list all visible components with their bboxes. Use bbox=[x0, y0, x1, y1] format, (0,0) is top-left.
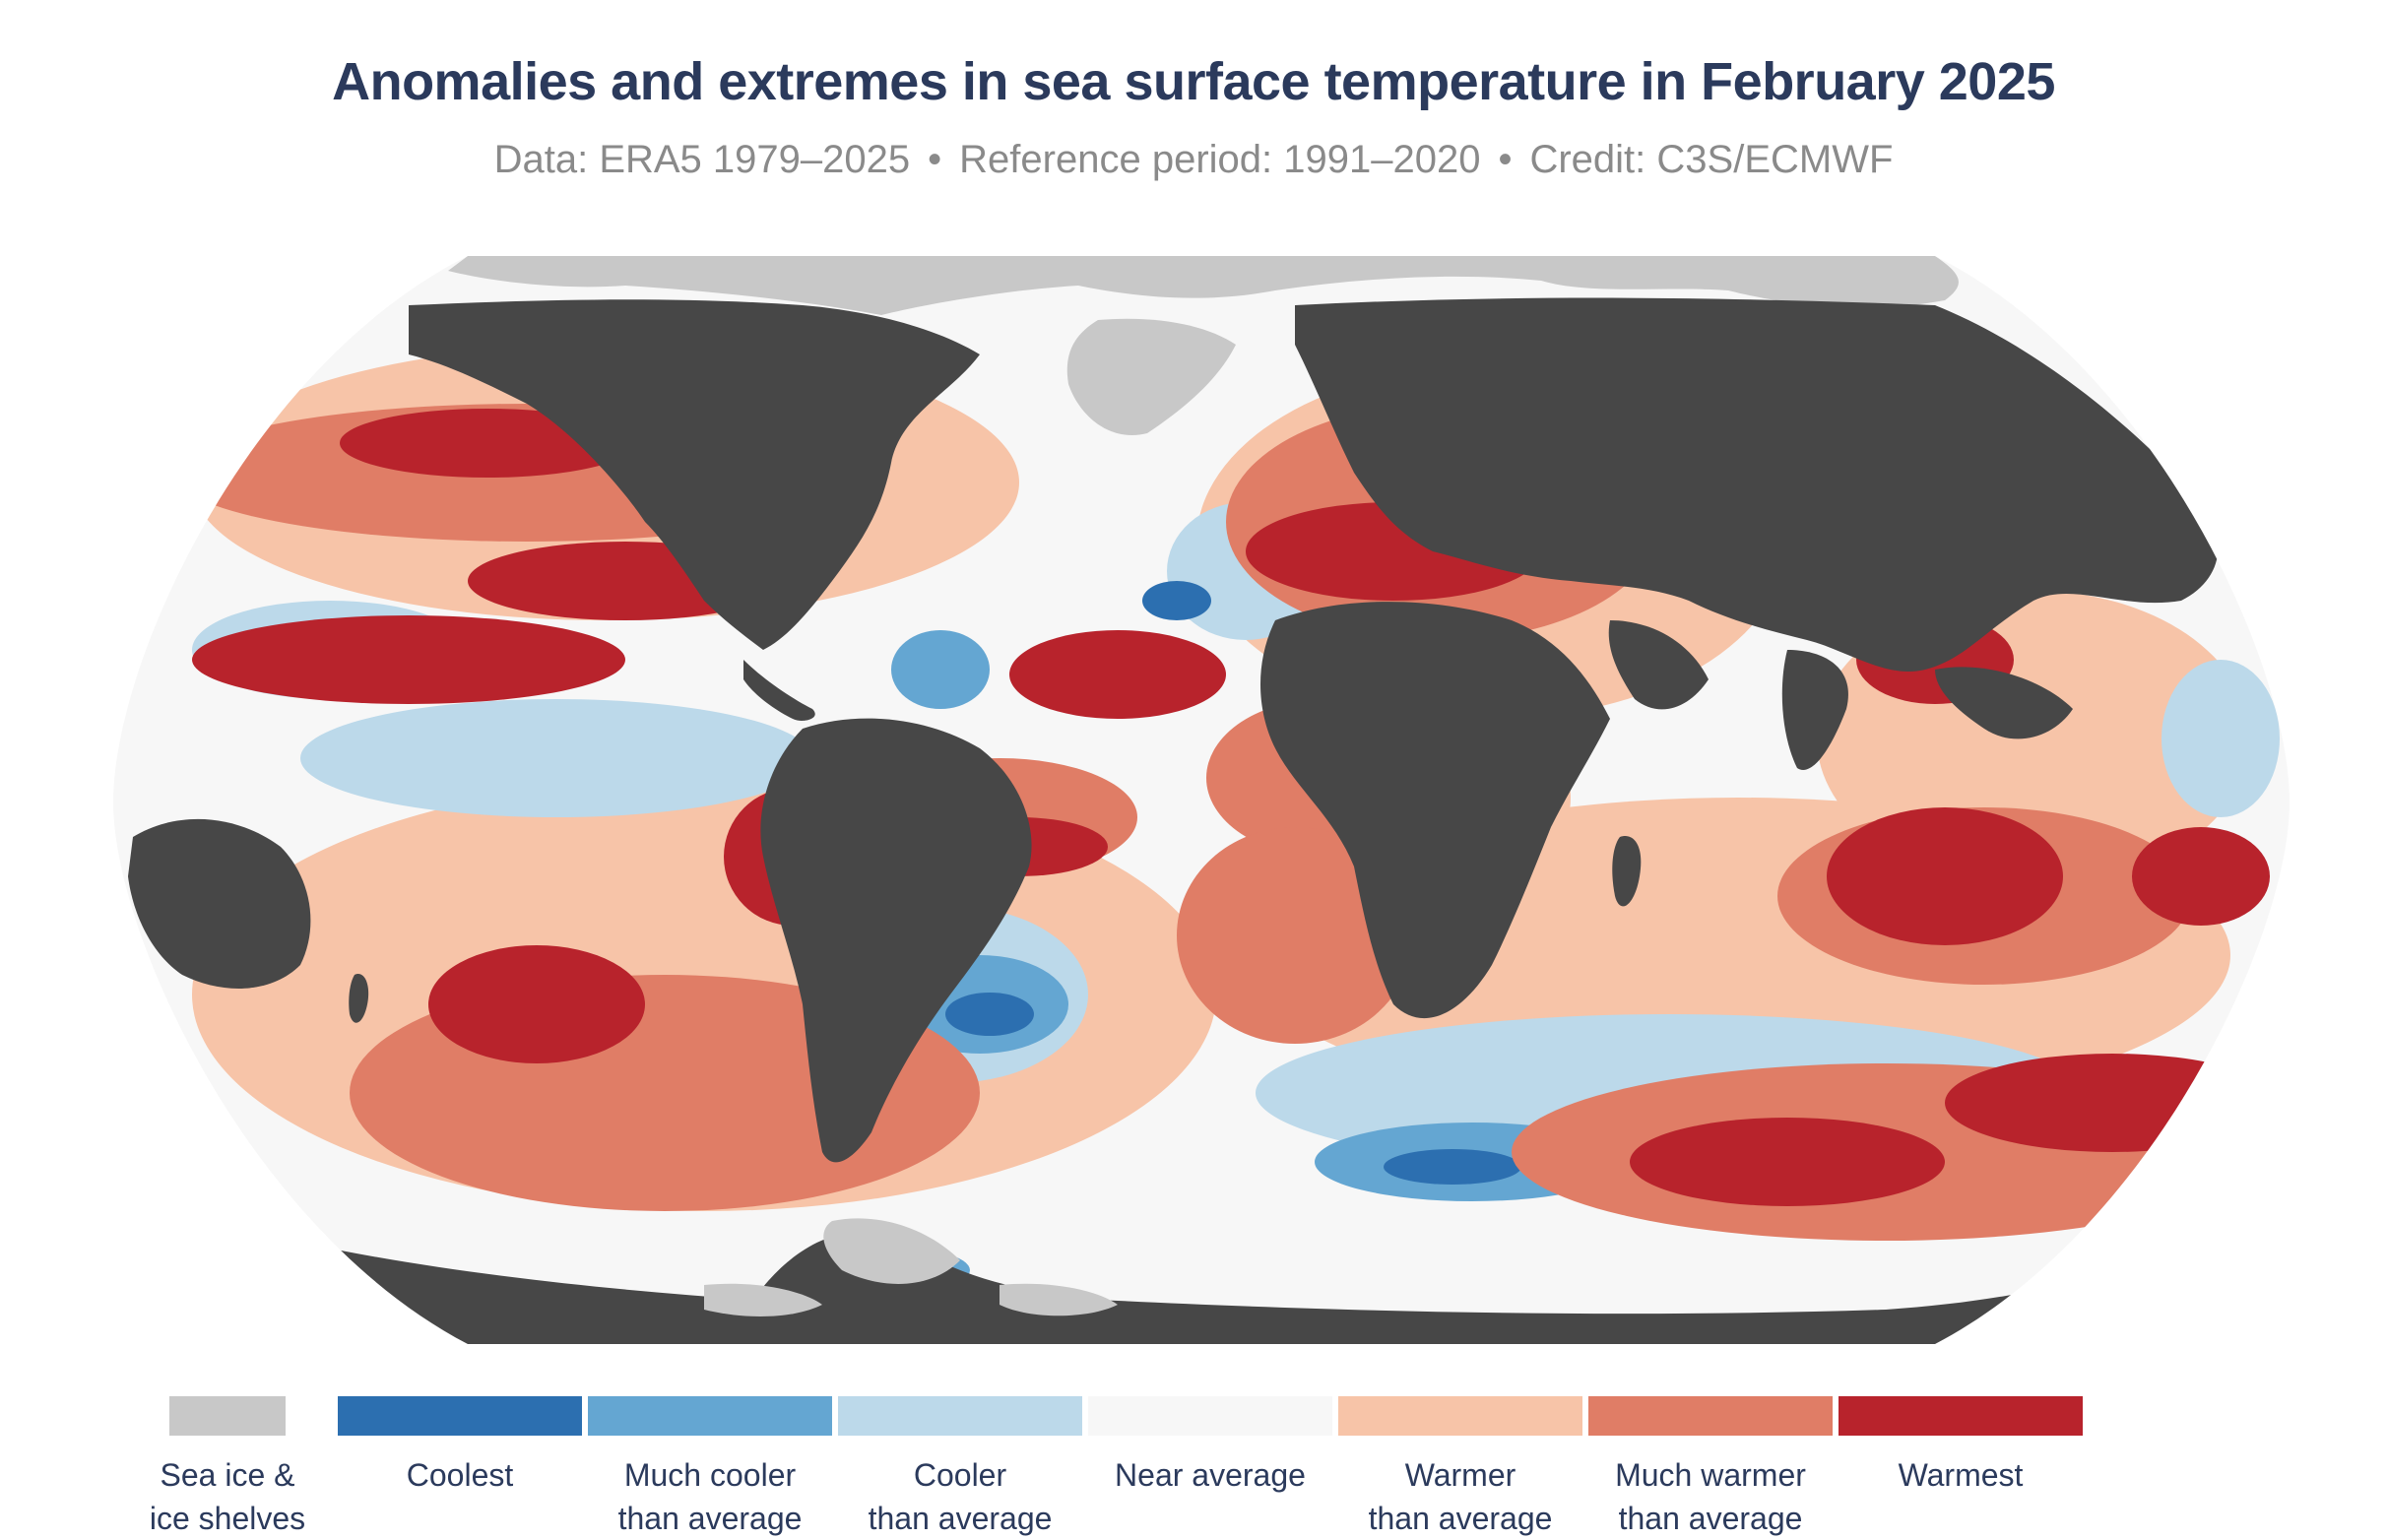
legend-item: Coolest bbox=[338, 1396, 582, 1497]
australia bbox=[128, 818, 311, 989]
legend-item: Warmest bbox=[1839, 1396, 2083, 1497]
legend-label: Much warmer than average bbox=[1615, 1457, 1806, 1536]
subtitle-separator: • bbox=[1498, 138, 1513, 181]
southeast-asia bbox=[1935, 667, 2073, 739]
anomaly-region bbox=[2161, 660, 2280, 817]
anomaly-region bbox=[891, 630, 990, 709]
new-zealand bbox=[349, 974, 369, 1023]
anomaly-region bbox=[2132, 827, 2270, 926]
anomaly-region bbox=[1009, 630, 1226, 719]
legend-swatch bbox=[1588, 1396, 1833, 1436]
subtitle-separator: • bbox=[928, 138, 942, 181]
subtitle-credit: Credit: C3S/ECMWF bbox=[1529, 138, 1894, 181]
legend: Sea ice & ice shelves Coolest Much cooler … bbox=[0, 1396, 2387, 1536]
subtitle-reference-period: Reference period: 1991–2020 bbox=[959, 138, 1481, 181]
legend-label: Sea ice & ice shelves bbox=[149, 1457, 306, 1536]
map-title: Anomalies and extremes in sea surface te… bbox=[332, 52, 2055, 111]
legend-label: Cooler than average bbox=[868, 1457, 1053, 1536]
arabian-peninsula bbox=[1608, 620, 1709, 710]
legend-item: Sea ice & ice shelves bbox=[130, 1396, 325, 1540]
legend-label: Near average bbox=[1115, 1457, 1306, 1493]
arctic-sea-ice bbox=[448, 256, 1959, 315]
anomaly-region bbox=[1142, 581, 1211, 620]
legend-item: Much cooler than average bbox=[588, 1396, 832, 1540]
legend-item: Warmer than average bbox=[1338, 1396, 1582, 1540]
world-map bbox=[113, 246, 2290, 1354]
antarctic-sea-ice bbox=[823, 1218, 960, 1284]
anomaly-region bbox=[1630, 1118, 1945, 1206]
legend-swatch bbox=[338, 1396, 582, 1436]
legend-swatch bbox=[1839, 1396, 2083, 1436]
anomaly-region bbox=[1945, 1054, 2280, 1152]
anomaly-region bbox=[1827, 807, 2063, 945]
legend-item: Much warmer than average bbox=[1588, 1396, 1833, 1540]
anomaly-region bbox=[945, 993, 1034, 1036]
india bbox=[1781, 650, 1848, 770]
anomaly-region bbox=[428, 945, 645, 1063]
anomaly-region bbox=[300, 699, 812, 817]
legend-label: Coolest bbox=[406, 1457, 514, 1493]
antarctica bbox=[113, 1231, 2290, 1344]
north-america bbox=[409, 299, 980, 650]
africa bbox=[1260, 602, 1610, 1019]
madagascar bbox=[1612, 836, 1642, 907]
legend-swatch bbox=[588, 1396, 832, 1436]
world-map-svg bbox=[113, 256, 2290, 1344]
legend-label: Warmer than average bbox=[1368, 1457, 1553, 1536]
anomaly-region bbox=[1177, 827, 1413, 1044]
legend-swatch bbox=[838, 1396, 1082, 1436]
legend-item: Cooler than average bbox=[838, 1396, 1082, 1540]
legend-item: Near average bbox=[1088, 1396, 1332, 1497]
antarctic-sea-ice bbox=[704, 1283, 822, 1316]
central-america bbox=[743, 660, 815, 721]
legend-swatch bbox=[1338, 1396, 1582, 1436]
legend-label: Much cooler than average bbox=[617, 1457, 803, 1536]
legend-label: Warmest bbox=[1898, 1457, 2024, 1493]
subtitle-data-source: Data: ERA5 1979–2025 bbox=[493, 138, 911, 181]
map-subtitle: Data: ERA5 1979–2025 • Reference period: 1… bbox=[0, 138, 2387, 182]
south-america bbox=[760, 718, 1032, 1163]
legend-swatch bbox=[1088, 1396, 1332, 1436]
legend-swatch bbox=[169, 1396, 286, 1436]
anomaly-region bbox=[1384, 1149, 1521, 1185]
anomaly-region bbox=[192, 615, 625, 704]
antarctic-sea-ice bbox=[1000, 1283, 1118, 1316]
eurasia bbox=[1295, 297, 2219, 673]
greenland-ice bbox=[1066, 318, 1236, 435]
